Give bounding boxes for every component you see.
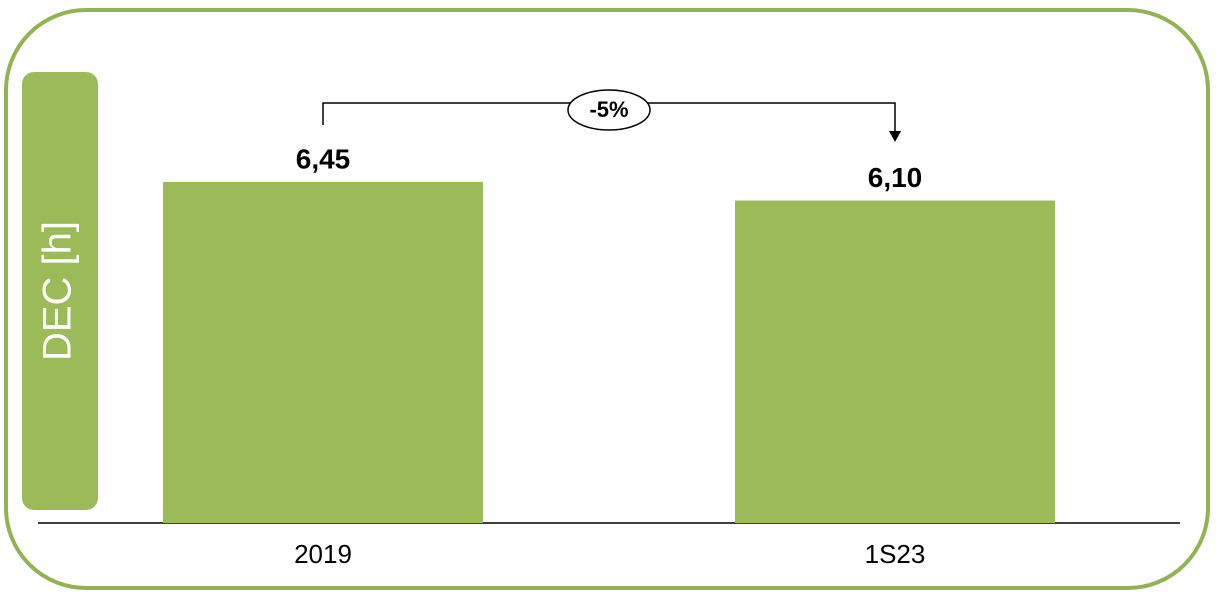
frame bbox=[4, 8, 1210, 590]
y-label-box bbox=[22, 72, 98, 510]
bar bbox=[735, 200, 1055, 523]
arrow-head bbox=[889, 131, 901, 142]
x-tick-label: 2019 bbox=[294, 539, 352, 569]
value-label: 6,10 bbox=[868, 162, 923, 193]
y-axis-label: DEC [h] bbox=[36, 221, 80, 361]
x-tick-label: 1S23 bbox=[865, 539, 926, 569]
annotation-bubble bbox=[567, 89, 651, 131]
annotation: -5% bbox=[589, 97, 628, 122]
bar bbox=[163, 182, 483, 523]
value-label: 6,45 bbox=[296, 143, 351, 174]
